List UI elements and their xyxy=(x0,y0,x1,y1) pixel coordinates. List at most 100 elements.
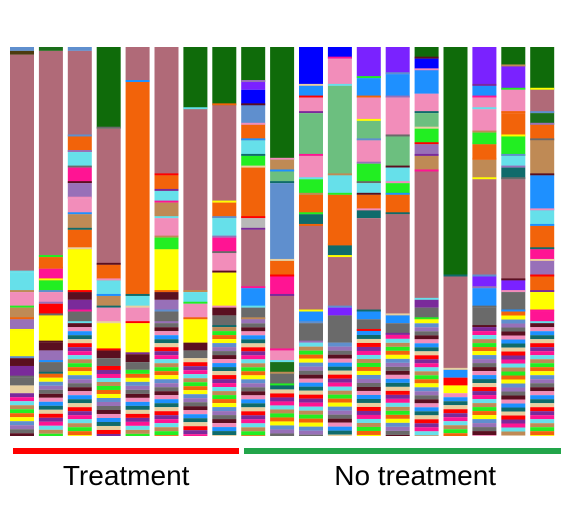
bar-segment-minor xyxy=(299,434,323,436)
bar-segment-minor xyxy=(299,378,323,383)
bar-segment-minor xyxy=(472,157,497,160)
bar-segment-minor xyxy=(530,122,555,125)
bar-segment-minor xyxy=(38,278,63,281)
bar-segment-minor xyxy=(327,358,352,363)
bar-segment-minor xyxy=(530,335,555,340)
bar-segment-minor xyxy=(356,350,381,355)
bar-segment-minor xyxy=(212,355,237,360)
bar-segment-minor xyxy=(299,95,323,98)
bar-segment xyxy=(299,47,323,86)
bar-segment-minor xyxy=(385,366,410,371)
bar-segment-minor xyxy=(183,430,208,435)
bar-segment-minor xyxy=(530,223,555,226)
bar-segment-minor xyxy=(154,395,179,400)
sample-bar-17 xyxy=(472,47,497,436)
bar-segment-minor xyxy=(501,407,526,412)
bar-segment-minor xyxy=(241,227,266,230)
bar-segment-minor xyxy=(501,347,526,352)
bar-segment-minor xyxy=(125,413,150,418)
bar-segment-minor xyxy=(10,375,34,378)
bar-segment-minor xyxy=(385,354,410,359)
bar-segment-minor xyxy=(212,103,237,106)
bar-segment xyxy=(10,365,34,378)
bar-segment-minor xyxy=(241,138,266,141)
bar-segment-minor xyxy=(96,405,121,410)
bar-segment-minor xyxy=(443,405,468,410)
bar-segment-minor xyxy=(270,385,295,390)
bar-segment-minor xyxy=(530,423,555,428)
bar-segment xyxy=(125,307,150,324)
bar-segment-minor xyxy=(154,290,179,293)
bar-segment-minor xyxy=(414,391,439,396)
bar-segment-minor xyxy=(154,323,179,328)
bar-segment xyxy=(356,97,381,121)
bar-segment-minor xyxy=(212,235,237,238)
bar-segment-minor xyxy=(414,435,439,436)
bar-segment-minor xyxy=(356,118,381,121)
bar-segment-minor xyxy=(183,340,208,343)
bar-segment-minor xyxy=(501,367,526,372)
bar-segment-minor xyxy=(299,410,323,415)
bar-segment xyxy=(241,307,266,320)
bar-segment-minor xyxy=(38,405,63,410)
bar-segment-minor xyxy=(501,315,526,320)
bar-segment-minor xyxy=(385,134,410,137)
bar-segment-minor xyxy=(10,393,34,398)
bar-segment-minor xyxy=(414,327,439,332)
bar-segment xyxy=(154,190,179,203)
bar-segment xyxy=(67,152,92,168)
bar-segment-minor xyxy=(270,417,295,422)
bar-segment-minor xyxy=(154,347,179,352)
bar-segment-minor xyxy=(356,378,381,383)
bar-segment-minor xyxy=(38,413,63,418)
bar-segment-minor xyxy=(472,274,497,277)
bar-segment-minor xyxy=(414,387,439,392)
bar-segment-minor xyxy=(356,418,381,423)
bar-segment-minor xyxy=(299,340,323,343)
bar-segment-minor xyxy=(385,418,410,423)
bar-segment xyxy=(414,299,439,308)
bar-segment-minor xyxy=(414,347,439,352)
bar-segment-minor xyxy=(154,339,179,344)
bar-segment-minor xyxy=(472,431,497,436)
bar-segment-minor xyxy=(443,417,468,422)
bar-segment-minor xyxy=(125,385,150,390)
bar-segment xyxy=(241,218,266,230)
bar-segment-minor xyxy=(154,379,179,384)
bar-segment-minor xyxy=(327,173,352,176)
bar-segment-minor xyxy=(414,363,439,368)
bar-segment-minor xyxy=(38,421,63,426)
bar-segment-minor xyxy=(385,382,410,387)
bar-segment-minor xyxy=(414,423,439,428)
bar-segment-minor xyxy=(270,274,295,277)
bar-segment-minor xyxy=(241,367,266,372)
bar-segment xyxy=(67,198,92,215)
bar-segment-minor xyxy=(501,423,526,428)
bar-segment-minor xyxy=(38,393,63,398)
bar-segment-minor xyxy=(327,386,352,391)
bar-segment xyxy=(38,362,63,374)
bar-segment xyxy=(501,113,526,137)
bar-segment-minor xyxy=(241,331,266,336)
bar-segment-minor xyxy=(356,309,381,312)
bar-segment xyxy=(154,249,179,293)
bar-segment-minor xyxy=(96,429,121,434)
bar-segment-minor xyxy=(472,419,497,424)
bar-segment xyxy=(67,47,92,51)
bar-segment-minor xyxy=(10,356,34,359)
bar-segment-minor xyxy=(299,223,323,226)
bar-segment-minor xyxy=(241,423,266,428)
bar-segment xyxy=(67,292,92,300)
bar-segment-minor xyxy=(241,383,266,388)
bar-segment xyxy=(10,272,34,293)
bar-segment-minor xyxy=(414,395,439,400)
bar-segment-minor xyxy=(327,394,352,399)
bar-segment xyxy=(212,218,237,238)
bar-segment xyxy=(356,210,381,219)
bar-segment-minor xyxy=(327,340,352,343)
bar-segment-minor xyxy=(67,363,92,368)
bar-segment-minor xyxy=(414,399,439,404)
bar-segment-minor xyxy=(530,419,555,424)
bar-segment xyxy=(67,167,92,184)
